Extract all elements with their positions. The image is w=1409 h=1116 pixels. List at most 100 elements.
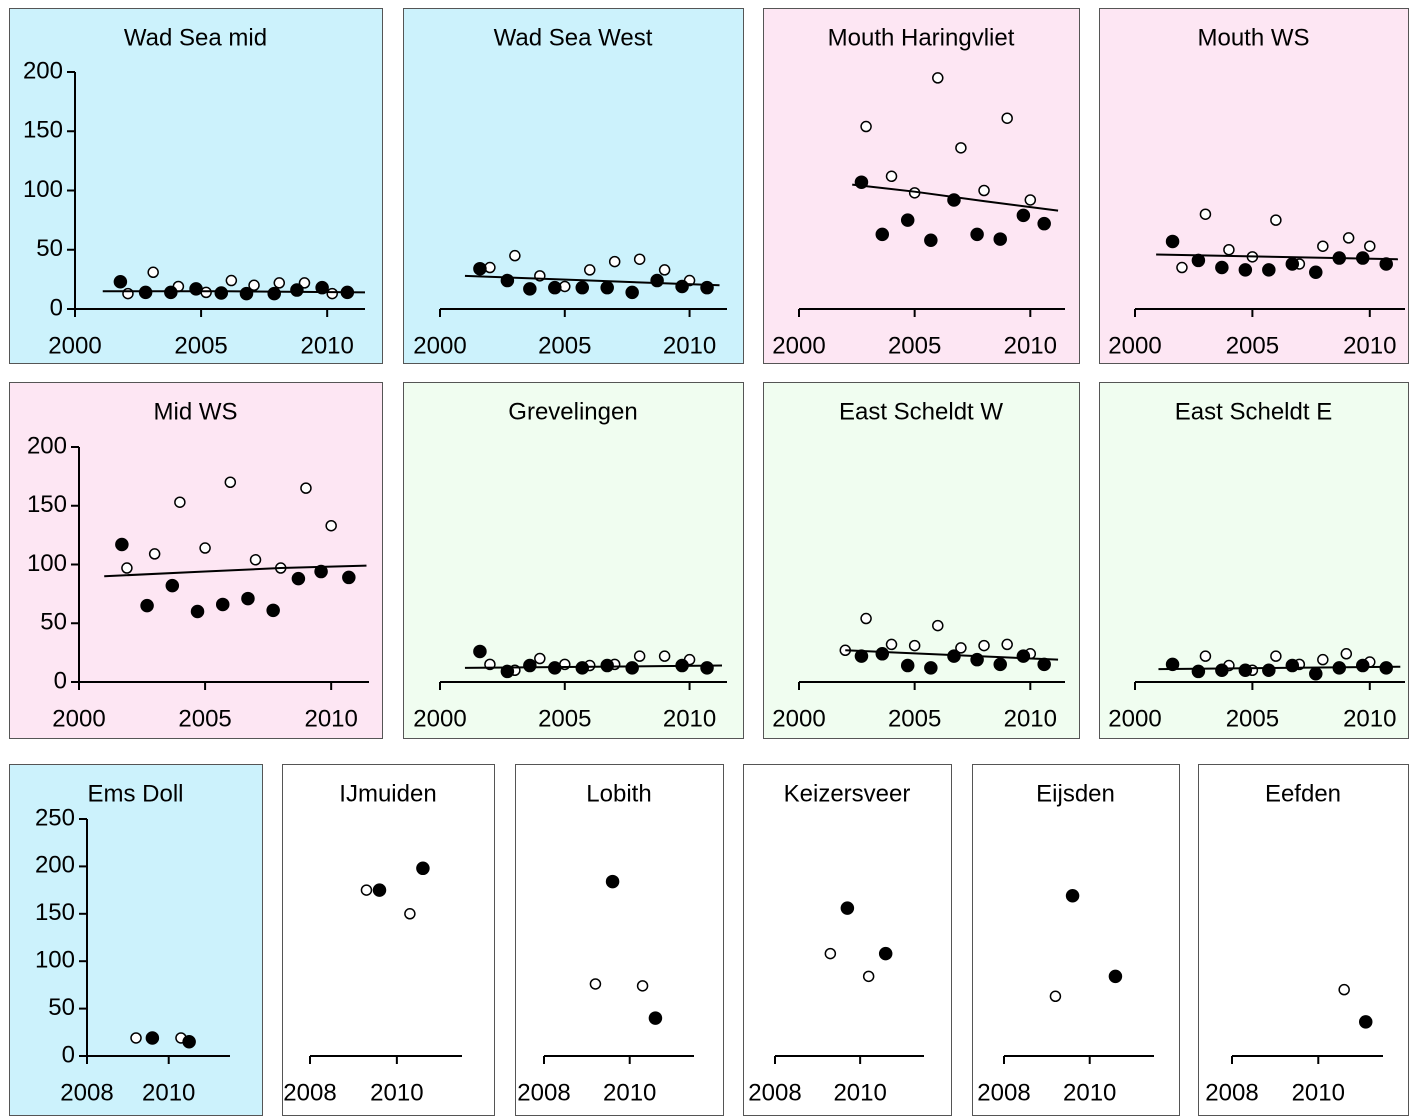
filled-point xyxy=(113,274,128,289)
filled-point xyxy=(875,227,890,242)
y-tick-label: 150 xyxy=(23,117,63,144)
open-point xyxy=(121,562,133,574)
filled-point xyxy=(315,280,329,295)
panel-title: Wad Sea mid xyxy=(124,24,267,51)
open-point xyxy=(955,642,967,654)
x-tick-label: 2000 xyxy=(1108,705,1161,732)
open-point xyxy=(273,277,286,289)
x-tick-label: 2000 xyxy=(1108,332,1161,359)
filled-point xyxy=(1215,260,1229,275)
open-point xyxy=(1340,648,1353,660)
filled-point xyxy=(605,874,620,889)
filled-point xyxy=(1238,263,1253,277)
open-point xyxy=(583,264,596,276)
panel-title: Mid WS xyxy=(154,398,238,425)
filled-point xyxy=(214,286,229,300)
x-tick-label: 2010 xyxy=(304,705,357,732)
x-tick-label: 2005 xyxy=(1226,332,1279,359)
open-point xyxy=(636,980,649,992)
x-tick-label: 2005 xyxy=(888,332,941,359)
panel-background xyxy=(282,764,495,1116)
filled-point xyxy=(993,232,1007,246)
panel-title: IJmuiden xyxy=(339,780,436,807)
panel-background xyxy=(9,382,383,739)
open-point xyxy=(1199,208,1212,220)
x-tick-label: 2010 xyxy=(663,705,716,732)
filled-point xyxy=(314,564,328,579)
filled-point xyxy=(1355,658,1370,673)
open-point xyxy=(404,908,416,920)
panel-background xyxy=(403,8,744,364)
open-point xyxy=(955,142,967,154)
open-point xyxy=(326,287,338,300)
x-tick-label: 2008 xyxy=(977,1079,1030,1106)
open-point xyxy=(1317,240,1329,252)
open-point xyxy=(658,650,671,662)
y-tick-label: 50 xyxy=(48,994,75,1021)
filled-point xyxy=(182,1035,196,1049)
x-tick-label: 2000 xyxy=(48,332,101,359)
panel-background xyxy=(1099,8,1409,364)
filled-point xyxy=(840,901,855,915)
filled-point xyxy=(1379,257,1393,271)
x-tick-label: 2000 xyxy=(772,332,825,359)
y-tick-label: 150 xyxy=(27,491,67,518)
open-point xyxy=(824,947,837,960)
panel-title: East Scheldt E xyxy=(1175,398,1332,425)
filled-point xyxy=(145,1031,160,1045)
filled-point xyxy=(473,261,487,276)
filled-point xyxy=(140,598,154,613)
panel-background xyxy=(9,8,383,364)
filled-point xyxy=(1016,649,1031,663)
panel-background xyxy=(763,382,1080,739)
panel-title: Eijsden xyxy=(1036,780,1115,807)
panel-title: Keizersveer xyxy=(784,780,911,807)
open-point xyxy=(860,120,872,133)
panel-background xyxy=(1099,382,1409,739)
y-tick-label: 0 xyxy=(54,667,67,694)
x-tick-label: 2008 xyxy=(1205,1079,1258,1106)
x-tick-label: 2010 xyxy=(1004,705,1057,732)
filled-point xyxy=(1016,208,1031,223)
filled-point xyxy=(1285,658,1300,673)
filled-point xyxy=(1215,663,1229,677)
x-tick-label: 2000 xyxy=(772,705,825,732)
x-tick-label: 2010 xyxy=(1292,1079,1345,1106)
filled-point xyxy=(1191,664,1206,679)
panel-background xyxy=(1198,764,1409,1116)
panel-title: Lobith xyxy=(586,780,651,807)
open-point xyxy=(608,255,621,268)
filled-point xyxy=(575,280,590,295)
x-tick-label: 2010 xyxy=(833,1079,886,1106)
x-tick-label: 2010 xyxy=(1343,705,1396,732)
filled-point xyxy=(625,285,639,300)
x-tick-label: 2000 xyxy=(413,332,466,359)
filled-point xyxy=(1165,657,1180,672)
x-tick-label: 2005 xyxy=(174,332,227,359)
panel-title: East Scheldt W xyxy=(839,398,1003,425)
x-tick-label: 2005 xyxy=(538,705,591,732)
x-tick-label: 2000 xyxy=(413,705,466,732)
x-tick-label: 2005 xyxy=(888,705,941,732)
x-tick-label: 2010 xyxy=(370,1079,423,1106)
panel-background xyxy=(763,8,1080,364)
filled-point xyxy=(138,285,153,300)
x-tick-label: 2008 xyxy=(283,1079,336,1106)
y-tick-label: 250 xyxy=(35,804,75,831)
filled-point xyxy=(523,282,537,296)
open-point xyxy=(1317,653,1329,666)
trend-line xyxy=(1158,665,1401,671)
filled-point xyxy=(600,280,614,295)
open-point xyxy=(148,548,161,560)
open-point xyxy=(978,639,990,652)
open-point xyxy=(589,978,602,990)
y-tick-label: 200 xyxy=(27,432,67,459)
open-point xyxy=(174,496,186,508)
x-tick-label: 2010 xyxy=(663,332,716,359)
filled-point xyxy=(970,227,984,242)
open-point xyxy=(248,279,260,292)
filled-point xyxy=(900,213,915,227)
panel-title: Mouth WS xyxy=(1197,24,1309,51)
filled-point xyxy=(164,285,178,300)
